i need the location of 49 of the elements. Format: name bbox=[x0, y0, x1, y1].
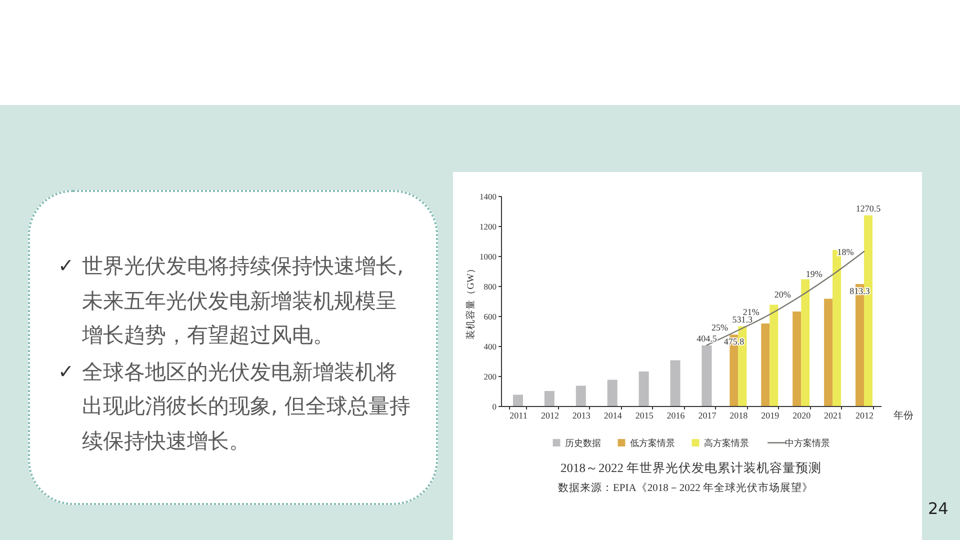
x-tick-label: 2020 bbox=[792, 410, 812, 420]
source-note: 数据来源：EPIA《2018－2022 年全球光伏市场展望》 bbox=[558, 481, 813, 495]
x-tick-label: 2011 bbox=[510, 410, 528, 420]
x-tick-label: 2014 bbox=[604, 410, 622, 420]
data-label: 404.5 bbox=[696, 333, 718, 344]
text: 2018～2022 年世界光伏发电累计装机容量预测 bbox=[560, 460, 822, 475]
legend-label: 低方案情景 bbox=[630, 438, 675, 448]
bar bbox=[761, 324, 770, 406]
bar bbox=[702, 345, 712, 406]
data-label: 531.3 bbox=[732, 314, 754, 324]
rounded-text-panel: ✓ 世界光伏发电将持续保持快速增长,未来五年光伏发电新增装机规模呈增长趋势，有望超过风电。 ✓ 全球各地区的光伏发电新增装机将出现此消彼长的现象, 但全球总量持续保持快速增长。 bbox=[28, 190, 438, 505]
bar bbox=[607, 380, 618, 406]
y-tick-label: 1000 bbox=[480, 252, 496, 262]
y-tick-label: 200 bbox=[484, 372, 496, 382]
annotation: 21% bbox=[742, 306, 760, 317]
bar bbox=[638, 372, 649, 406]
x-tick-label: 2019 bbox=[761, 410, 780, 420]
bar bbox=[512, 394, 523, 406]
y-tick-label: 0 bbox=[492, 402, 496, 412]
legend-label: 历史数据 bbox=[565, 438, 601, 448]
bar bbox=[792, 312, 802, 406]
annotation: 19% bbox=[806, 269, 823, 280]
bar bbox=[801, 279, 810, 406]
legend-label: 中方案情景 bbox=[785, 438, 830, 448]
annotation: 20% bbox=[774, 289, 792, 300]
x-tick-label: 2013 bbox=[572, 410, 591, 420]
y-tick-label: 1200 bbox=[480, 222, 496, 232]
bar bbox=[770, 304, 778, 406]
bar bbox=[544, 391, 554, 406]
x-tick-label: 2015 bbox=[635, 410, 654, 420]
text: 24 bbox=[928, 499, 948, 518]
x-tick-label: 2016 bbox=[666, 410, 686, 420]
x-tick-label: 2021 bbox=[824, 410, 842, 420]
annotation: 25% bbox=[711, 322, 728, 332]
x-axis-title: 年份 bbox=[894, 410, 914, 422]
bar bbox=[670, 360, 680, 406]
y-tick-label: 600 bbox=[484, 312, 496, 322]
bar bbox=[824, 298, 833, 406]
y-tick-label: 800 bbox=[484, 282, 496, 292]
x-tick-label: 2012 bbox=[856, 410, 874, 420]
y-tick-label: 400 bbox=[484, 342, 496, 352]
data-label: 1270.5 bbox=[856, 203, 882, 214]
bar bbox=[576, 386, 586, 406]
y-tick-label: 1400 bbox=[480, 192, 496, 202]
x-tick-label: 2017 bbox=[698, 410, 717, 420]
y-axis-title: 装机容量（GW） bbox=[464, 264, 476, 340]
legend-label: 高方案情景 bbox=[704, 438, 749, 448]
x-tick-label: 2012 bbox=[540, 410, 559, 420]
x-tick-label: 2018 bbox=[730, 410, 748, 420]
